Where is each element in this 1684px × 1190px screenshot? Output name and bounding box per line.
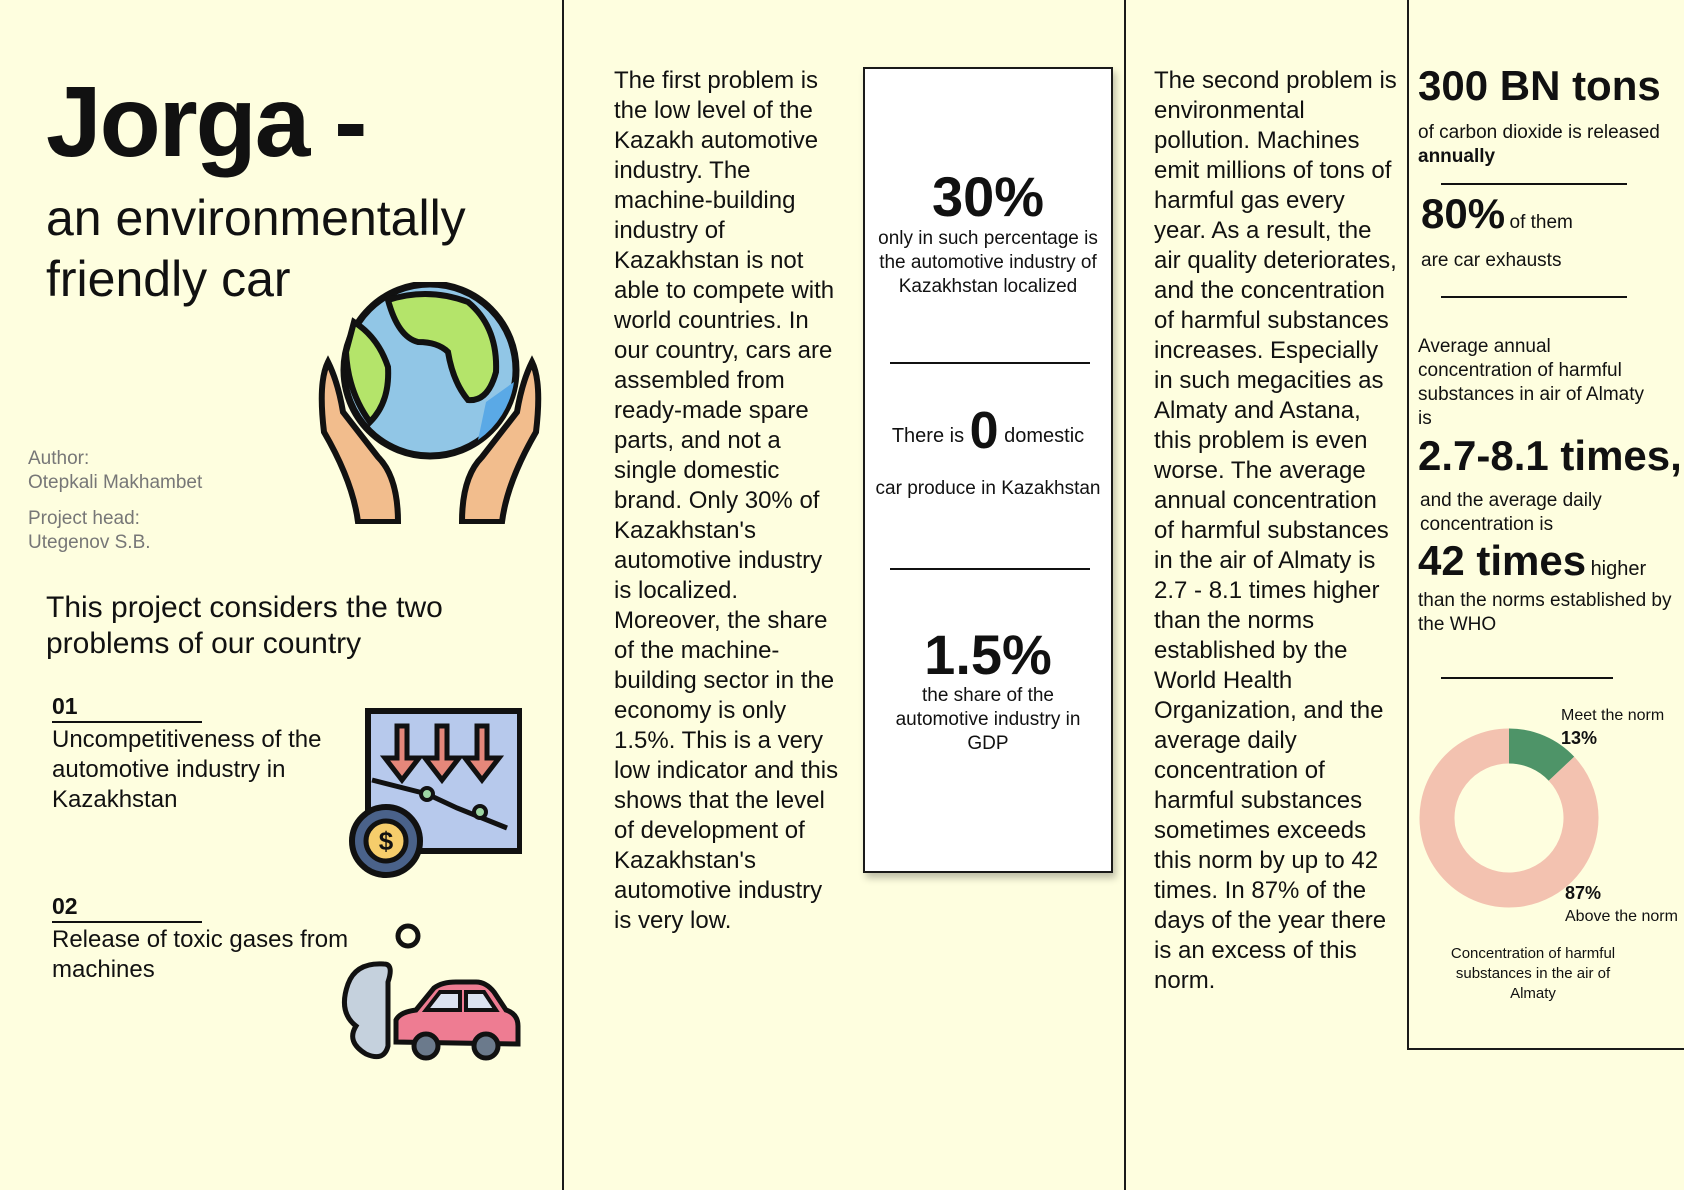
slice-meet-norm	[1508, 728, 1575, 782]
stat-localized-caption: only in such percentage is the automotiv…	[878, 228, 1098, 297]
problem-number: 02	[52, 893, 78, 919]
column-divider	[1124, 0, 1126, 1190]
co2-text: of carbon dioxide is released annually	[1418, 121, 1668, 169]
legend-above-norm: Above the norm	[1565, 908, 1678, 925]
legend-meet-norm: Meet the norm	[1561, 707, 1664, 724]
page-subtitle: an environmentally friendly car	[46, 190, 466, 307]
chart-title: substances in the air of	[1456, 965, 1611, 982]
stat-domestic-caption: car produce in Kazakhstan	[875, 478, 1101, 499]
co2-text-body: of carbon dioxide is released	[1418, 122, 1660, 143]
stat-localized-value: 30%	[931, 165, 1045, 228]
daily-concentration-text: and the average daily concentration is	[1420, 490, 1602, 535]
stat-domestic-row: There is 0 domestic	[875, 405, 1101, 457]
car-share-value: 80%	[1421, 190, 1506, 237]
stat-domestic-prefix: There is	[891, 425, 965, 447]
problem-text: Release of toxic gases from machines	[52, 926, 349, 983]
svg-text:$: $	[379, 826, 394, 856]
statistics-box: 30% only in such percentage is the autom…	[863, 67, 1113, 873]
column-divider	[562, 0, 564, 1190]
project-head-label: Project head:	[28, 508, 140, 529]
divider	[1441, 183, 1627, 185]
co2-value: 300 BN tons	[1418, 62, 1661, 109]
daily-concentration-row: 42 times higher	[1418, 537, 1646, 585]
project-head-name: Utegenov S.B.	[28, 532, 151, 553]
author-name: Otepkali Makhambet	[28, 472, 203, 493]
stat-domestic-suffix: domestic	[1004, 425, 1085, 447]
divider	[1441, 296, 1627, 298]
globe-in-hands-icon	[318, 282, 542, 524]
divider	[52, 921, 202, 923]
declining-chart-icon: $	[349, 708, 522, 878]
second-problem-text: The second problem is environmental poll…	[1154, 67, 1397, 994]
stat-gdp-value: 1.5%	[924, 623, 1052, 686]
intro-text: This project considers the two problems …	[46, 591, 443, 660]
car-exhaust-icon	[341, 923, 521, 1061]
car-share-text: are car exhausts	[1421, 250, 1562, 271]
chart-title: Almaty	[1510, 985, 1556, 1002]
divider	[890, 568, 1090, 570]
stat-gdp-caption: the share of the automotive industry in …	[895, 685, 1081, 754]
daily-concentration-suffix: higher	[1590, 558, 1647, 580]
chart-title: Concentration of harmful	[1451, 945, 1615, 962]
divider	[52, 721, 202, 723]
stat-domestic-value: 0	[969, 402, 999, 460]
daily-concentration-value: 42 times	[1418, 537, 1587, 584]
co2-text-bold: annually	[1418, 146, 1496, 167]
car-share-suffix: of them	[1509, 212, 1573, 233]
car-share-row: 80% of them	[1421, 190, 1573, 238]
problem-text: Uncompetitiveness of the automotive indu…	[52, 726, 322, 813]
problem-number: 01	[52, 693, 78, 719]
value-meet-norm: 13%	[1561, 728, 1597, 748]
value-above-norm: 87%	[1565, 883, 1601, 903]
first-problem-text: The first problem is the low level of th…	[614, 67, 839, 934]
annual-concentration-text: Average annual concentration of harmful …	[1418, 336, 1644, 429]
divider	[890, 362, 1090, 364]
facts-panel: 300 BN tons of carbon dioxide is release…	[1407, 0, 1684, 1050]
slice-above-norm	[1419, 728, 1599, 908]
author-label: Author:	[28, 448, 90, 469]
divider	[1441, 677, 1613, 679]
page-title: Jorga -	[46, 66, 367, 178]
annual-concentration-value: 2.7-8.1 times,	[1418, 432, 1682, 479]
norm-donut-chart: Meet the norm 13% 87% Above the norm Concent…	[1419, 707, 1678, 1002]
daily-concentration-tail: than the norms established by the WHO	[1418, 590, 1672, 635]
